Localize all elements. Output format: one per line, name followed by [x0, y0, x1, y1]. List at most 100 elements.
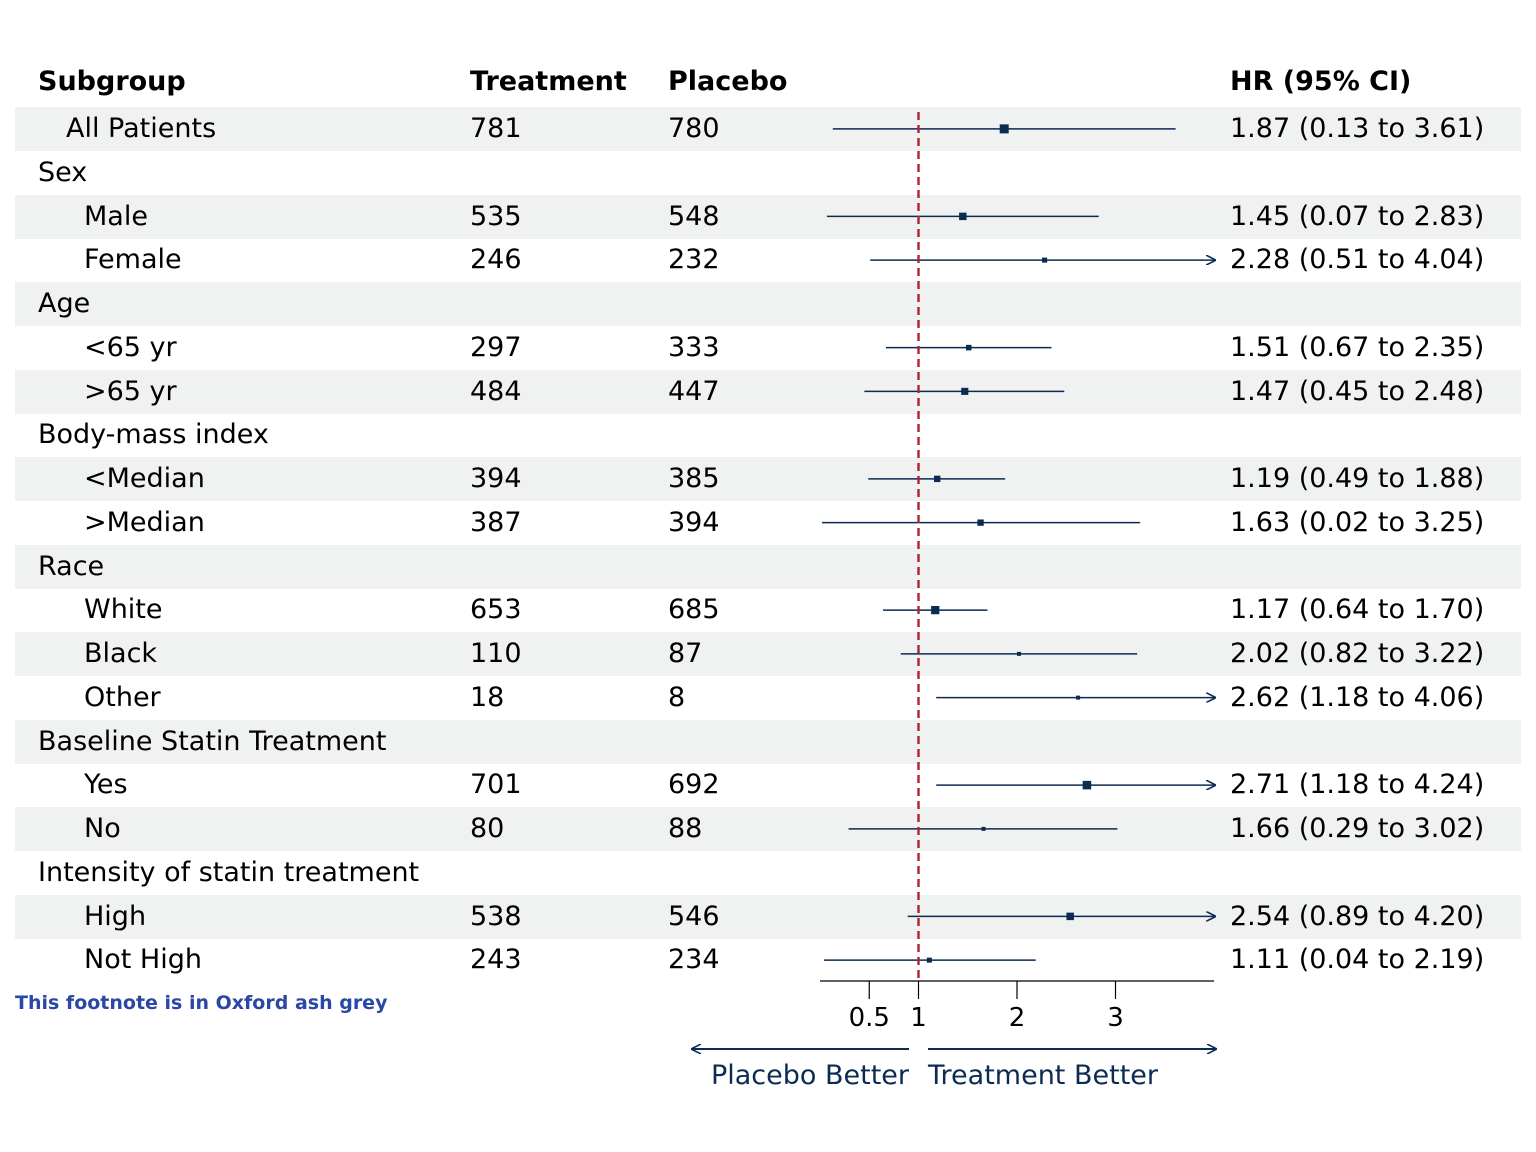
header-hr: HR (95% CI): [1230, 66, 1412, 97]
group-header-row: Age: [15, 282, 1521, 326]
point-estimate: [926, 957, 932, 963]
treatment-count: 243: [470, 944, 522, 976]
point-estimate: [1076, 695, 1081, 700]
placebo-count: 234: [668, 944, 720, 976]
placebo-count: 546: [668, 900, 720, 932]
subgroup-label: <65 yr: [84, 331, 177, 363]
table-row: <Median 394 385 1.19 (0.49 to 1.88): [15, 457, 1521, 501]
treatment-count: 297: [470, 331, 522, 363]
hr-ci-value: 1.87 (0.13 to 3.61): [1230, 113, 1485, 144]
table-row: Black 110 87 2.02 (0.82 to 3.22): [15, 632, 1521, 676]
x-tick-label: 2: [1009, 1003, 1026, 1033]
subgroup-label: Body-mass index: [38, 419, 269, 451]
table-row: All Patients 781 780 1.87 (0.13 to 3.61): [15, 107, 1521, 151]
subgroup-label: Female: [84, 244, 182, 276]
treatment-count: 80: [470, 813, 505, 844]
treatment-count: 653: [470, 594, 522, 626]
subgroup-label: Intensity of statin treatment: [38, 856, 420, 888]
subgroup-label: Race: [38, 550, 105, 582]
placebo-count: 394: [668, 506, 720, 538]
table-row: Other 18 8 2.62 (1.18 to 4.06): [15, 676, 1521, 720]
header-treatment: Treatment: [470, 66, 627, 97]
table-row: <65 yr 297 333 1.51 (0.67 to 2.35): [15, 326, 1521, 370]
hr-ci-value: 2.28 (0.51 to 4.04): [1230, 244, 1485, 276]
hr-ci-value: 1.45 (0.07 to 2.83): [1230, 200, 1485, 232]
table-row: High 538 546 2.54 (0.89 to 4.20): [15, 894, 1521, 939]
subgroup-label: Sex: [38, 156, 88, 188]
table-row: >65 yr 484 447 1.47 (0.45 to 2.48): [15, 369, 1521, 414]
hr-ci-value: 1.19 (0.49 to 1.88): [1230, 463, 1485, 494]
hr-ci-value: 1.51 (0.67 to 2.35): [1230, 331, 1485, 363]
treatment-count: 246: [470, 244, 522, 276]
treatment-count: 538: [470, 900, 522, 932]
placebo-count: 447: [668, 375, 720, 407]
treatment-count: 394: [470, 463, 522, 494]
header-placebo: Placebo: [668, 66, 788, 97]
point-estimate: [977, 519, 984, 526]
subgroup-label: Black: [84, 638, 158, 669]
treatment-count: 484: [470, 375, 522, 407]
hr-ci-value: 2.71 (1.18 to 4.24): [1230, 769, 1485, 801]
treatment-count: 701: [470, 769, 522, 801]
subgroup-label: >Median: [84, 506, 205, 538]
subgroup-label: Yes: [84, 769, 128, 801]
footnote: This footnote is in Oxford ash grey: [15, 992, 388, 1014]
placebo-count: 385: [668, 463, 720, 494]
group-header-row: Intensity of statin treatment: [15, 851, 1521, 895]
x-tick-label: 0.5: [849, 1003, 890, 1033]
subgroup-label: Other: [84, 681, 161, 713]
hr-ci-value: 1.66 (0.29 to 3.02): [1230, 813, 1485, 844]
hr-ci-value: 1.17 (0.64 to 1.70): [1230, 594, 1485, 626]
table-row: >Median 387 394 1.63 (0.02 to 3.25): [15, 501, 1521, 545]
point-estimate: [931, 606, 940, 615]
group-header-row: Sex: [15, 151, 1521, 195]
subgroup-label: <Median: [84, 463, 205, 494]
subgroup-label: Not High: [84, 944, 202, 976]
treatment-count: 781: [470, 113, 522, 144]
subgroup-label: White: [84, 594, 163, 626]
placebo-count: 232: [668, 244, 720, 276]
x-tick-label: 3: [1107, 1003, 1124, 1033]
point-estimate: [934, 475, 941, 483]
placebo-count: 87: [668, 638, 703, 669]
hr-ci-value: 2.02 (0.82 to 3.22): [1230, 638, 1485, 669]
table-row: White 653 685 1.17 (0.64 to 1.70): [15, 588, 1521, 632]
table-row: Male 535 548 1.45 (0.07 to 2.83): [15, 194, 1521, 239]
group-header-row: Body-mass index: [15, 413, 1521, 457]
placebo-count: 548: [668, 200, 720, 232]
placebo-count: 692: [668, 769, 720, 801]
treatment-better-label: Treatment Better: [927, 1060, 1159, 1091]
point-estimate: [1082, 780, 1092, 790]
treatment-count: 18: [470, 681, 505, 713]
subgroup-label: Male: [84, 200, 148, 232]
point-estimate: [1066, 912, 1074, 921]
hr-ci-value: 1.47 (0.45 to 2.48): [1230, 375, 1485, 407]
placebo-count: 780: [668, 113, 720, 144]
subgroup-label: High: [84, 900, 147, 932]
point-estimate: [959, 212, 967, 221]
treatment-count: 535: [470, 200, 522, 232]
table-row: No 80 88 1.66 (0.29 to 3.02): [15, 807, 1521, 851]
treatment-count: 110: [470, 638, 522, 669]
hr-ci-value: 1.11 (0.04 to 2.19): [1230, 944, 1485, 976]
placebo-count: 8: [668, 681, 686, 713]
placebo-count: 333: [668, 331, 720, 363]
subgroup-label: Baseline Statin Treatment: [38, 725, 387, 757]
group-header-row: Baseline Statin Treatment: [15, 719, 1521, 764]
hr-ci-value: 2.54 (0.89 to 4.20): [1230, 900, 1485, 932]
point-estimate: [999, 124, 1009, 134]
hr-ci-value: 1.63 (0.02 to 3.25): [1230, 506, 1485, 538]
placebo-count: 88: [668, 813, 703, 844]
table-row: Female 246 232 2.28 (0.51 to 4.04): [15, 238, 1521, 282]
subgroup-label: All Patients: [66, 113, 217, 144]
point-estimate: [981, 826, 986, 831]
point-estimate: [1042, 257, 1048, 263]
subgroup-label: No: [84, 813, 121, 844]
treatment-count: 387: [470, 506, 522, 538]
table-row: Yes 701 692 2.71 (1.18 to 4.24): [15, 763, 1521, 807]
hr-ci-value: 2.62 (1.18 to 4.06): [1230, 681, 1485, 713]
x-tick-label: 1: [910, 1003, 927, 1033]
point-estimate: [961, 387, 969, 395]
